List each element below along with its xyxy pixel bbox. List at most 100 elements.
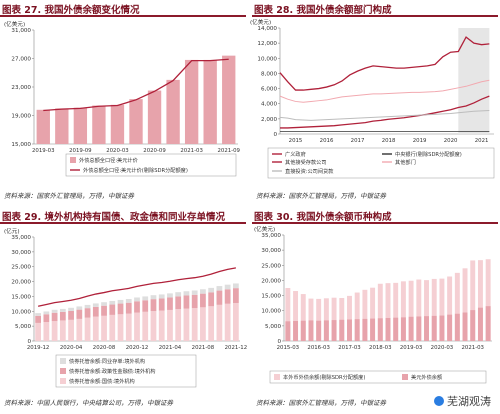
bar-segment [134,297,140,302]
bar [166,79,180,144]
x-tick-label: 2021-04 [159,345,182,351]
legend-swatch [60,378,66,384]
bar [400,317,406,341]
bar-segment [142,296,149,301]
series-line [279,79,490,103]
y-tick-label: 31,000 [11,28,31,34]
y-tick-label: 30,000 [261,248,281,254]
source-note: 资料来源：中国人民银行，中央结算公司，万得，中银证券 [4,399,173,407]
panel-foreign-holdings: 图表 29. 境外机构持有国债、政金债和同业存单情况 0 5,000 10,000 1… [0,207,248,407]
x-tick-label: 2016-03 [307,345,330,351]
bar-segment [142,311,149,341]
bar [477,307,483,341]
panel-external-debt-currency: 图表 30. 我国外债余额币种构成 0 5,000 10,000 15,000 20,0… [252,207,500,407]
bar-segment [109,314,116,341]
bar-segment [59,308,66,312]
chart-29: 0 5,000 10,000 15,000 20,000 25,000 30,000 35,0… [4,227,247,388]
bar [300,294,306,341]
y-tick-label: 0 [273,132,277,138]
bar-segment [167,293,173,298]
y-tick-label: 10,000 [257,56,277,62]
chart-title: 图表 27. 我国外债余额变化情况 [2,5,140,16]
bar-segment [59,320,66,341]
bar [408,316,414,341]
bar-segment [125,302,132,314]
bar-segment [109,304,116,315]
panel-external-debt-total: 图表 27. 我国外债余额变化情况 15,000 19,000 23,000 27,0… [0,0,248,200]
bar-segment [84,317,91,341]
y-tick-label: 35,000 [261,233,281,239]
bar [447,276,453,341]
y-tick-label: 8,000 [261,71,277,77]
y-tick-label: 10,000 [11,309,31,315]
legend-label: 本外币外债余额(剔除SDR分配额度) [283,373,365,381]
chart-title: 图表 30. 我国外债余额币种构成 [254,212,392,223]
bar [331,320,337,341]
series-line [37,267,236,307]
x-tick-label: 2021-08 [192,345,215,351]
title-rule [0,15,246,17]
legend-swatch [60,358,66,364]
x-tick-label: 2019-03 [32,148,55,154]
bar-segment [101,305,107,316]
bar-segment [183,308,190,341]
source-note: 资料来源：国家外汇管理局，万得，中银证券 [4,192,134,200]
title-rule [252,222,498,224]
bar [203,59,217,144]
bar [285,288,291,341]
bar [377,283,383,341]
y-tick-label: 2,000 [261,117,277,123]
x-tick-label: 2017 [351,138,365,144]
bar [377,318,383,341]
y-tick-label: 15,000 [11,142,31,148]
bar-segment [92,316,99,341]
series-line [279,110,490,121]
bar-segment [43,321,50,341]
y-tick-label: 0 [277,339,281,345]
legend-label: 广义政府 [285,150,306,158]
bar-segment [76,306,83,310]
unit-label: (亿元) [4,227,20,235]
bar [439,315,445,341]
panel-external-debt-sector: 图表 28. 我国外债余额部门构成 0 2,000 4,000 6,000 8,000 1… [250,0,500,200]
legend-label: 美元外债余额 [411,373,443,381]
bar-segment [134,312,140,341]
bar-segment [35,322,42,341]
x-tick-label: 2019-03 [400,345,423,351]
bar-segment [150,295,157,300]
bar-segment [101,302,107,306]
bar-segment [84,308,91,318]
legend-box [267,147,495,179]
bar-segment [216,286,223,291]
bar-segment [232,302,239,341]
bar [416,279,422,341]
bar-segment [68,307,74,311]
legend-box [55,354,197,388]
bar-segment [59,311,66,321]
bar-segment [175,309,182,341]
y-tick-label: 14,000 [257,26,277,32]
bar-segment [51,321,58,341]
bar-segment [216,304,223,341]
bar [285,321,291,341]
bar [347,319,352,341]
bar [416,316,422,341]
bar [370,318,376,341]
bar-segment [232,288,239,303]
bar [431,278,437,341]
bar [470,310,476,341]
bar [147,90,162,144]
bar [424,316,429,341]
bar [73,107,88,144]
bar-segment [84,304,91,309]
legend-label: 其他接受存款公司 [285,158,327,166]
legend-label: 其他部门 [395,158,416,166]
bar-segment [224,284,231,290]
chart-28: 0 2,000 4,000 6,000 8,000 10,000 12,000 14,000(… [250,18,495,179]
bar [454,313,460,341]
bar [462,268,468,341]
y-tick-label: 10,000 [261,309,281,315]
bar [184,59,199,144]
bar-segment [51,312,58,322]
bar [370,287,376,341]
